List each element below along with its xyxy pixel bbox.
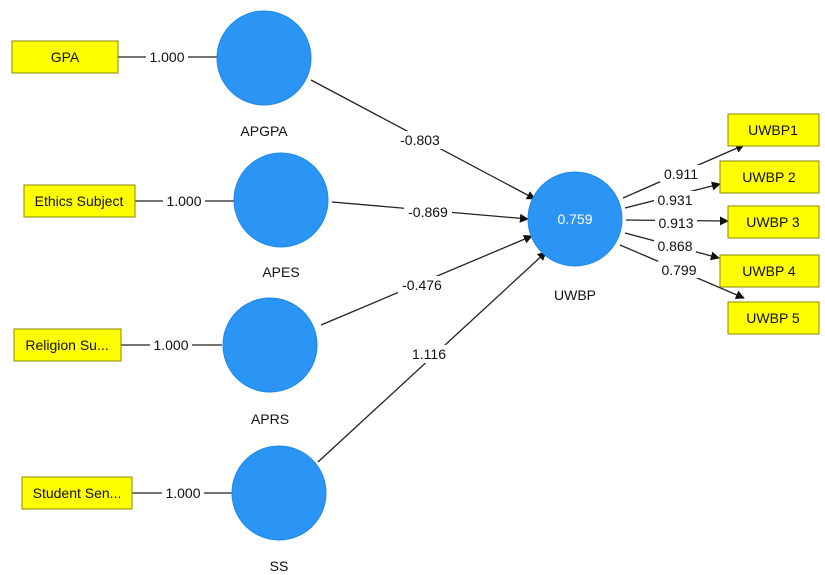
- loading-ethics: 1.000: [163, 192, 205, 210]
- latent-aprs[interactable]: APRS: [222, 297, 318, 427]
- indicator-uwbp1-label: UWBP1: [748, 122, 798, 138]
- loading-uwbp2: 0.931: [654, 191, 696, 208]
- loading-uwbp3-value: 0.913: [658, 215, 693, 231]
- latent-aprs-circle[interactable]: [222, 297, 318, 393]
- loading-ethics-bg: [163, 192, 205, 210]
- indicator-student-box[interactable]: [21, 476, 133, 510]
- latent-ss-label: SS: [270, 558, 289, 574]
- loading-uwbp5-value: 0.799: [661, 262, 696, 278]
- loading-uwbp2-value: 0.931: [657, 192, 692, 208]
- indicator-ethics[interactable]: Ethics Subject: [23, 184, 136, 218]
- latent-apgpa[interactable]: APGPA: [216, 10, 312, 139]
- loading-uwbp4-value: 0.868: [657, 238, 692, 254]
- loading-gpa-value: 1.000: [149, 49, 184, 65]
- indicator-ethics-label: Ethics Subject: [35, 193, 124, 209]
- loading-uwbp5: 0.799: [658, 261, 700, 278]
- path-coef-ss-value: 1.116: [412, 346, 446, 362]
- indicator-uwbp1[interactable]: UWBP1: [727, 113, 820, 147]
- indicator-religion-box[interactable]: [13, 328, 122, 362]
- loading-uwbp5-bg: [658, 261, 700, 278]
- latent-apgpa-circle[interactable]: [216, 10, 312, 106]
- path-coef-apes: -0.869: [404, 203, 452, 221]
- indicator-ethics-box[interactable]: [23, 184, 136, 218]
- indicator-uwbp4-label: UWBP 4: [742, 263, 796, 279]
- loading-student-bg: [162, 484, 204, 502]
- path-coef-ss: 1.116: [408, 345, 450, 363]
- path-coef-apes-bg: [404, 203, 452, 221]
- indicator-uwbp4-box[interactable]: [719, 254, 820, 288]
- indicator-uwbp2[interactable]: UWBP 2: [719, 160, 820, 194]
- latent-uwbp-label: UWBP: [554, 287, 596, 303]
- loading-uwbp2-bg: [654, 191, 696, 208]
- indicator-gpa-box[interactable]: [11, 40, 119, 74]
- indicator-uwbp3-box[interactable]: [727, 205, 820, 239]
- path-coef-ss-bg: [408, 345, 450, 363]
- loading-uwbp1: 0.911: [660, 165, 702, 182]
- latent-apgpa-label: APGPA: [240, 123, 288, 139]
- indicator-uwbp3[interactable]: UWBP 3: [727, 205, 820, 239]
- latent-uwbp[interactable]: 0.759 UWBP: [527, 171, 623, 303]
- indicator-student-label: Student Sen...: [33, 485, 122, 501]
- path-coef-apes-value: -0.869: [408, 204, 448, 220]
- loading-student-value: 1.000: [165, 485, 200, 501]
- loading-uwbp4: 0.868: [654, 237, 696, 254]
- latent-ss[interactable]: SS: [231, 445, 327, 574]
- latent-ss-circle[interactable]: [231, 445, 327, 541]
- loading-uwbp1-value: 0.911: [664, 166, 698, 182]
- latent-apes-label: APES: [262, 264, 299, 280]
- loading-uwbp3-bg: [655, 214, 697, 231]
- indicator-uwbp2-label: UWBP 2: [742, 169, 796, 185]
- latent-apes[interactable]: APES: [233, 152, 329, 280]
- indicator-uwbp5[interactable]: UWBP 5: [727, 301, 820, 335]
- loading-uwbp4-bg: [654, 237, 696, 254]
- latent-aprs-label: APRS: [251, 411, 289, 427]
- latent-apes-circle[interactable]: [233, 152, 329, 248]
- indicator-uwbp2-box[interactable]: [719, 160, 820, 194]
- path-coef-aprs-value: -0.476: [402, 277, 442, 293]
- indicator-uwbp1-box[interactable]: [727, 113, 820, 147]
- loading-religion-value: 1.000: [153, 337, 188, 353]
- indicator-religion[interactable]: Religion Su...: [13, 328, 122, 362]
- indicator-gpa-label: GPA: [51, 49, 80, 65]
- latent-uwbp-circle[interactable]: [527, 171, 623, 267]
- loading-gpa: 1.000: [146, 48, 188, 66]
- path-coef-apgpa: -0.803: [396, 131, 444, 149]
- indicator-gpa[interactable]: GPA: [11, 40, 119, 74]
- path-coef-aprs-bg: [398, 276, 446, 294]
- indicator-religion-label: Religion Su...: [25, 337, 108, 353]
- loading-uwbp1-bg: [660, 165, 702, 182]
- indicator-uwbp5-box[interactable]: [727, 301, 820, 335]
- loading-ethics-value: 1.000: [166, 193, 201, 209]
- path-coef-apgpa-bg: [396, 131, 444, 149]
- loading-uwbp3: 0.913: [655, 214, 697, 231]
- loading-religion-bg: [150, 336, 192, 354]
- path-coef-aprs: -0.476: [398, 276, 446, 294]
- loading-gpa-bg: [146, 48, 188, 66]
- indicator-uwbp4[interactable]: UWBP 4: [719, 254, 820, 288]
- indicator-uwbp3-label: UWBP 3: [746, 214, 800, 230]
- r-squared-value: 0.759: [557, 211, 592, 227]
- indicator-student[interactable]: Student Sen...: [21, 476, 133, 510]
- indicator-uwbp5-label: UWBP 5: [746, 310, 800, 326]
- path-coef-apgpa-value: -0.803: [400, 132, 440, 148]
- loading-student: 1.000: [162, 484, 204, 502]
- loading-religion: 1.000: [150, 336, 192, 354]
